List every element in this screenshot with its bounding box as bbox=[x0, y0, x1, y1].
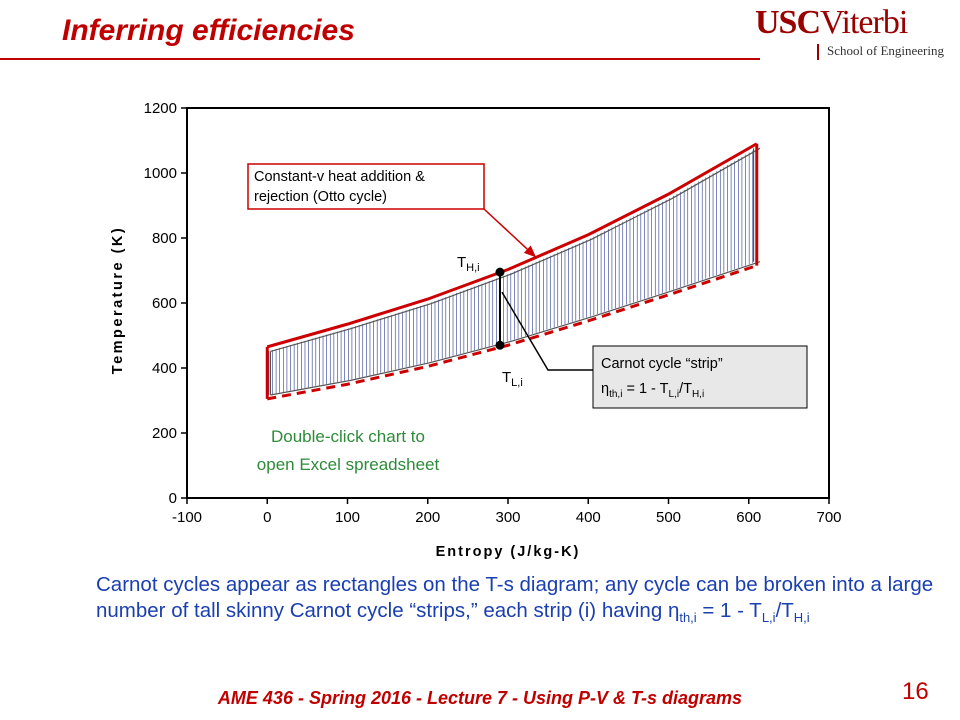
logo-wordmark: USCViterbi bbox=[755, 4, 908, 41]
slide-footer: AME 436 - Spring 2016 - Lecture 7 - Usin… bbox=[217, 688, 743, 708]
logo-divider bbox=[817, 44, 819, 60]
carnot-callout-leader bbox=[501, 291, 593, 371]
slide-caption: Carnot cycles appear as rectangles on th… bbox=[96, 573, 934, 626]
x-tick-label: 600 bbox=[736, 509, 761, 526]
series-heat-rejection-line bbox=[266, 264, 758, 401]
otto-callout-line2: rejection (Otto cycle) bbox=[254, 189, 387, 205]
y-tick-label: 0 bbox=[169, 490, 177, 507]
strip-region-bottom-outline bbox=[270, 261, 761, 396]
axis-ticks: -100 0 100 200 300 400 500 600 700 0 200 400 600 800 1… bbox=[144, 100, 842, 526]
ts-diagram-chart[interactable]: -100 0 100 200 300 400 500 600 700 0 200 400 600 800 1… bbox=[0, 80, 960, 570]
th-label: TH,i bbox=[457, 254, 480, 274]
strip-region-top-outline bbox=[270, 147, 761, 353]
x-tick-label: -100 bbox=[172, 509, 202, 526]
x-axis-label: Entropy (J/kg-K) bbox=[436, 544, 581, 560]
carnot-callout-line2: ηth,i = 1 - TL,i/TH,i bbox=[601, 381, 704, 400]
otto-callout-box bbox=[247, 163, 485, 210]
carnot-callout-box bbox=[592, 345, 808, 409]
y-axis-label: Temperature (K) bbox=[110, 226, 126, 374]
series-heat-addition-line bbox=[266, 142, 758, 349]
title-underline bbox=[0, 58, 760, 60]
x-tick-label: 200 bbox=[415, 509, 440, 526]
x-tick-label: 300 bbox=[495, 509, 520, 526]
chart-annotations: Constant-v heat addition & rejection (Ot… bbox=[247, 163, 808, 474]
y-tick-label: 400 bbox=[152, 360, 177, 377]
y-tick-label: 1200 bbox=[144, 100, 177, 117]
x-tick-label: 400 bbox=[576, 509, 601, 526]
y-tick-label: 600 bbox=[152, 295, 177, 312]
x-tick-label: 100 bbox=[335, 509, 360, 526]
excel-note-line2[interactable]: open Excel spreadsheet bbox=[257, 455, 440, 474]
otto-callout-arrowhead bbox=[523, 245, 537, 258]
otto-callout-leader bbox=[483, 208, 528, 250]
carnot-callout-line1: Carnot cycle “strip” bbox=[601, 356, 723, 372]
slide-title: Inferring efficiencies bbox=[62, 14, 355, 47]
tl-label: TL,i bbox=[502, 369, 523, 389]
y-tick-label: 1000 bbox=[144, 165, 177, 182]
x-tick-label: 500 bbox=[656, 509, 681, 526]
excel-note-line1[interactable]: Double-click chart to bbox=[271, 427, 425, 446]
usc-viterbi-logo: USCViterbi School of Engineering bbox=[755, 4, 955, 60]
th-point bbox=[495, 267, 505, 277]
x-tick-label: 700 bbox=[816, 509, 841, 526]
cycle-series bbox=[265, 142, 759, 401]
carnot-strips bbox=[268, 147, 761, 396]
y-tick-label: 800 bbox=[152, 230, 177, 247]
x-tick-label: 0 bbox=[263, 509, 271, 526]
y-tick-label: 200 bbox=[152, 425, 177, 442]
otto-callout-line1: Constant-v heat addition & bbox=[254, 169, 425, 185]
logo-subtitle: School of Engineering bbox=[827, 43, 944, 58]
tl-point bbox=[495, 340, 505, 350]
page-number: 16 bbox=[902, 678, 929, 705]
